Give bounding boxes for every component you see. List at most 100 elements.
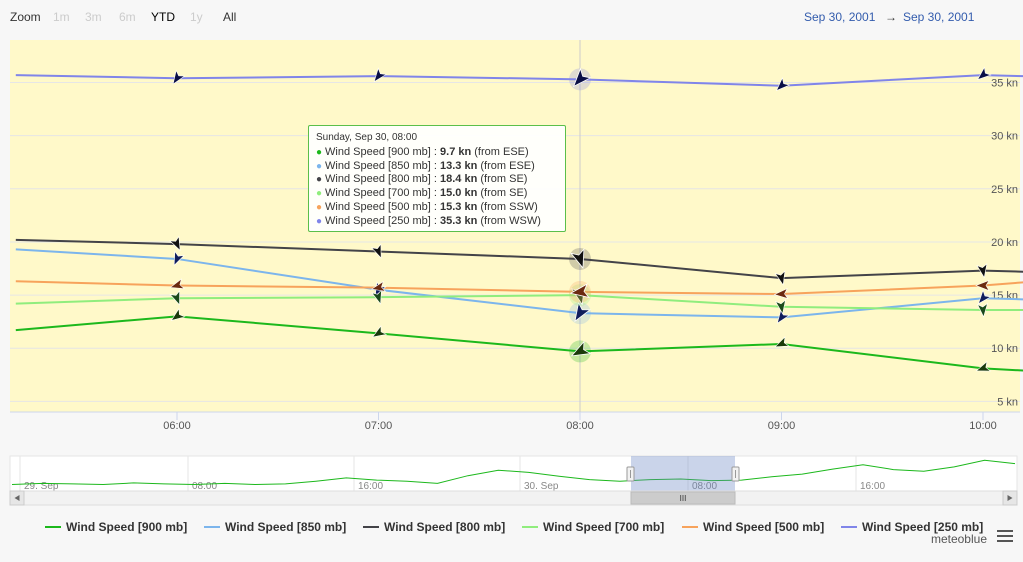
- navigator-label: 08:00: [692, 481, 717, 492]
- wind-arrow-icon: [570, 340, 592, 357]
- range-arrow: →: [885, 10, 897, 24]
- x-tick-label: 10:00: [969, 420, 997, 432]
- tooltip-series-name: Wind Speed [250 mb]: [325, 214, 431, 227]
- wind-arrow-icon: [773, 287, 789, 300]
- legend-item-850mb[interactable]: Wind Speed [850 mb]: [204, 520, 346, 534]
- tooltip-value: 15.0 kn: [440, 187, 478, 200]
- scrollbar-thumb-grip: III: [680, 494, 687, 503]
- wind-arrow-icon: [570, 248, 585, 270]
- wind-arrow-icon: [371, 325, 388, 338]
- wind-arrow-icon: [370, 243, 382, 259]
- y-tick-label: 5 kn: [997, 396, 1018, 408]
- legend-item-700mb[interactable]: Wind Speed [700 mb]: [522, 520, 664, 534]
- tooltip-direction: (from SE): [480, 173, 528, 186]
- navigator-label: 29. Sep: [24, 481, 59, 492]
- zoom-3m-button[interactable]: 3m: [85, 10, 102, 24]
- range-from-input[interactable]: Sep 30, 2001: [804, 10, 876, 24]
- tooltip-value: 9.7 kn: [440, 145, 472, 158]
- x-axis: 06:00 07:00 08:00 09:00 10:00: [10, 411, 1020, 432]
- series-dot-icon: ●: [316, 146, 323, 158]
- navigator-series-line: [11, 459, 1016, 486]
- tooltip-direction: (from SSW): [480, 200, 538, 213]
- tooltip-series-name: Wind Speed [800 mb]: [325, 173, 431, 186]
- wind-arrow-icon: [371, 289, 382, 305]
- legend-swatch: [204, 525, 220, 528]
- tooltip-direction: (from ESE): [480, 159, 535, 172]
- tooltip-direction: (from SE): [480, 187, 528, 200]
- navigator-label: 16:00: [860, 481, 885, 492]
- scroll-left-icon: [14, 495, 20, 501]
- legend-label: Wind Speed [500 mb]: [703, 520, 825, 534]
- zoom-1m-button[interactable]: 1m: [53, 10, 70, 24]
- scrollbar-track[interactable]: [9, 490, 1018, 506]
- wind-arrow-icon: [774, 270, 786, 286]
- tooltip-row: ● Wind Speed [250 mb] : 35.3 kn (from WSW…: [316, 214, 541, 227]
- x-tick-label: 08:00: [566, 420, 594, 432]
- range-selector: Zoom 1m 3m 6m YTD 1y All Sep 30, 2001 → …: [0, 0, 1023, 36]
- scrollbar[interactable]: III: [9, 490, 1018, 506]
- hamburger-menu-icon[interactable]: [997, 530, 1013, 544]
- zoom-all-button[interactable]: All: [223, 10, 237, 24]
- legend-swatch: [45, 525, 61, 528]
- credits-label[interactable]: meteoblue: [930, 532, 987, 546]
- wind-arrow-icon: [574, 301, 592, 323]
- tooltip-header: Sunday, Sep 30, 08:00: [316, 132, 418, 143]
- legend-item-800mb[interactable]: Wind Speed [800 mb]: [363, 520, 505, 534]
- y-tick-label: 10 kn: [991, 343, 1018, 355]
- tooltip-series-name: Wind Speed [500 mb]: [325, 200, 431, 213]
- wind-arrow-icon: [976, 302, 988, 318]
- navigator-background: [9, 455, 1018, 492]
- legend-swatch: [522, 525, 538, 528]
- wind-arrow-icon: [170, 307, 186, 321]
- tooltip-direction: (from WSW): [480, 214, 541, 227]
- scrollbar-thumb[interactable]: [630, 491, 736, 505]
- tooltip-value: 15.3 kn: [440, 200, 478, 213]
- legend-label: Wind Speed [850 mb]: [225, 520, 347, 534]
- tooltip-row: ● Wind Speed [850 mb] : 13.3 kn (from ESE…: [316, 159, 535, 172]
- series-dot-icon: ●: [316, 201, 323, 213]
- legend-swatch: [841, 525, 857, 528]
- wind-arrow-icon: [569, 283, 591, 299]
- wind-arrow-icon: [976, 66, 992, 81]
- wind-arrow-icon: [975, 279, 990, 292]
- wind-arrow-icon: [370, 280, 387, 292]
- wind-arrow-icon: [169, 278, 185, 290]
- legend-item-250mb[interactable]: Wind Speed [250 mb]: [841, 520, 983, 534]
- tooltip-row: ● Wind Speed [700 mb] : 15.0 kn (from SE): [316, 187, 528, 200]
- wind-arrow-icon: [169, 290, 180, 306]
- wind-arrow-icon: [172, 69, 186, 85]
- tooltip-direction: (from ESE): [474, 145, 529, 158]
- navigator-label: 30. Sep: [524, 481, 559, 492]
- zoom-1y-button[interactable]: 1y: [190, 10, 203, 24]
- legend: Wind Speed [900 mb] Wind Speed [850 mb] …: [0, 516, 1000, 538]
- x-tick-label: 06:00: [163, 420, 191, 432]
- tooltip-row: ● Wind Speed [800 mb] : 18.4 kn (from SE): [316, 173, 528, 186]
- tooltip-value: 35.3 kn: [440, 214, 478, 227]
- zoom-ytd-button[interactable]: YTD: [151, 10, 175, 24]
- navigator-labels: 29. Sep 08:00 16:00 30. Sep 08:00 16:00: [19, 456, 885, 492]
- legend-label: Wind Speed [800 mb]: [384, 520, 506, 534]
- navigator-selection[interactable]: [631, 456, 735, 491]
- navigator[interactable]: 29. Sep 08:00 16:00 30. Sep 08:00 16:00: [9, 455, 1018, 492]
- zoom-label: Zoom: [10, 10, 41, 24]
- y-tick-label: 15 kn: [991, 290, 1018, 302]
- zoom-6m-button[interactable]: 6m: [119, 10, 136, 24]
- legend-swatch: [363, 525, 379, 528]
- wind-arrow-icon: [169, 235, 181, 252]
- series-dot-icon: ●: [316, 188, 323, 200]
- wind-speed-chart[interactable]: 06:00 07:00 08:00 09:00 10:00 5 kn 10 kn 15 kn…: [0, 0, 1023, 516]
- tooltip-value: 18.4 kn: [440, 173, 478, 186]
- scroll-right-icon: [1007, 495, 1013, 501]
- legend-item-900mb[interactable]: Wind Speed [900 mb]: [45, 520, 187, 534]
- range-to-input[interactable]: Sep 30, 2001: [903, 10, 975, 24]
- legend-item-500mb[interactable]: Wind Speed [500 mb]: [682, 520, 824, 534]
- wind-arrow-icon: [976, 263, 988, 279]
- tooltip-row: ● Wind Speed [500 mb] : 15.3 kn (from SSW…: [316, 200, 538, 213]
- y-tick-label: 35 kn: [991, 78, 1018, 90]
- y-tick-label: 25 kn: [991, 184, 1018, 196]
- tooltip-series-name: Wind Speed [900 mb]: [325, 145, 431, 158]
- navigator-label: 16:00: [358, 481, 383, 492]
- y-axis: 5 kn 10 kn 15 kn 20 kn 25 kn 30 kn 35 kn: [991, 78, 1018, 409]
- legend-swatch: [682, 525, 698, 528]
- tooltip: Sunday, Sep 30, 08:00 ● Wind Speed [900 m…: [308, 125, 566, 232]
